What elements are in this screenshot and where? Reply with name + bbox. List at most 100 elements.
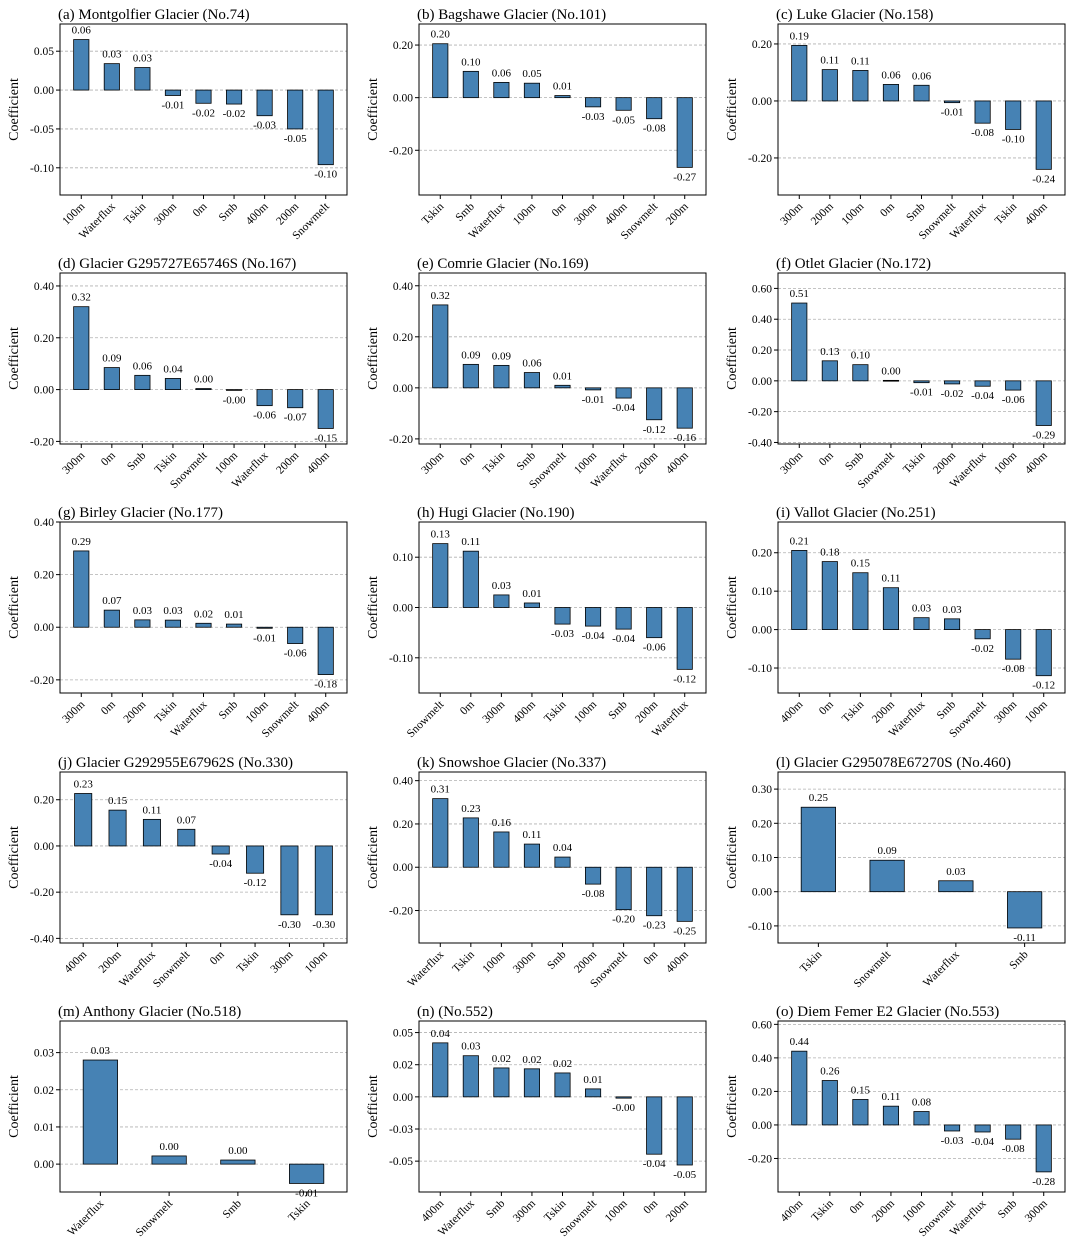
x-tick-label: Snowmelt bbox=[134, 1197, 176, 1239]
y-tick-label: 0.20 bbox=[393, 332, 413, 344]
y-tick-label: 0.05 bbox=[393, 1028, 413, 1040]
data-label: 0.16 bbox=[492, 817, 512, 829]
y-axis-label: Coefficient bbox=[366, 826, 381, 889]
bar bbox=[554, 607, 571, 625]
bar bbox=[195, 622, 212, 628]
y-axis-label: Coefficient bbox=[366, 576, 381, 639]
data-label: -0.01 bbox=[941, 107, 964, 119]
y-axis-label: Coefficient bbox=[725, 78, 740, 141]
bar bbox=[554, 856, 571, 868]
axes-frame bbox=[59, 1020, 348, 1193]
data-label: 0.03 bbox=[133, 53, 153, 65]
x-tick-label: Tskin bbox=[122, 200, 149, 227]
x-tick-label: 200m bbox=[870, 699, 897, 726]
bar bbox=[432, 543, 449, 608]
axes-frame bbox=[418, 771, 707, 944]
bar bbox=[1005, 100, 1022, 130]
bar bbox=[256, 389, 273, 407]
bar bbox=[151, 1155, 187, 1165]
y-tick-label: -0.20 bbox=[389, 434, 413, 446]
y-tick-label: 0.00 bbox=[752, 625, 772, 637]
data-label: 0.13 bbox=[431, 529, 451, 541]
data-label: -0.08 bbox=[1002, 1143, 1025, 1155]
x-tick-label: 100m bbox=[603, 1198, 630, 1225]
bar bbox=[287, 626, 304, 644]
y-tick-label: -0.10 bbox=[389, 653, 413, 665]
x-tick-label: 200m bbox=[633, 450, 660, 477]
data-label: 0.32 bbox=[72, 292, 91, 304]
data-label: 0.02 bbox=[492, 1053, 511, 1065]
bar bbox=[676, 866, 693, 922]
axes-frame bbox=[59, 272, 348, 445]
data-label: 0.05 bbox=[522, 68, 542, 80]
x-tick-label: 100m bbox=[572, 699, 599, 726]
data-label: 0.09 bbox=[878, 845, 898, 857]
x-tick-label: Waterflux bbox=[406, 948, 447, 989]
bar bbox=[103, 63, 120, 91]
data-label: 0.11 bbox=[882, 1091, 901, 1103]
data-label: -0.04 bbox=[971, 390, 994, 402]
y-tick-label: 0.10 bbox=[393, 552, 413, 564]
data-label: -0.02 bbox=[941, 388, 964, 400]
bar bbox=[493, 831, 510, 868]
data-label: 0.04 bbox=[431, 1028, 451, 1040]
x-tick-label: 100m bbox=[572, 450, 599, 477]
bar bbox=[317, 89, 334, 166]
bar bbox=[432, 1042, 449, 1098]
data-label: -0.02 bbox=[223, 108, 246, 120]
y-tick-label: -0.40 bbox=[748, 437, 772, 449]
bar bbox=[523, 372, 540, 389]
subplot-title: (i) Vallot Glacier (No.251) bbox=[776, 505, 936, 521]
x-tick-label: Tskin bbox=[153, 449, 180, 476]
bar bbox=[462, 817, 479, 868]
bar bbox=[821, 1080, 838, 1126]
data-label: 0.03 bbox=[492, 580, 512, 592]
y-tick-label: 0.10 bbox=[752, 586, 772, 598]
x-tick-label: 300m bbox=[152, 201, 179, 228]
subplot-13: (n) (No.552) 0.05 0.02 0.00 -0.03 -0.05 Coeffi… bbox=[366, 1004, 707, 1239]
bar bbox=[944, 618, 961, 630]
data-label: 0.11 bbox=[851, 55, 870, 67]
data-label: 0.01 bbox=[553, 370, 572, 382]
bar bbox=[462, 1055, 479, 1098]
x-tick-label: 300m bbox=[1023, 1198, 1050, 1225]
x-tick-label: 400m bbox=[778, 1198, 805, 1225]
data-label: 0.15 bbox=[851, 1084, 871, 1096]
data-label: -0.05 bbox=[284, 133, 307, 145]
y-tick-label: 0.00 bbox=[752, 1120, 772, 1132]
bar bbox=[103, 609, 120, 628]
data-label: 0.51 bbox=[790, 288, 809, 300]
data-label: -0.12 bbox=[244, 877, 267, 889]
data-label: 0.32 bbox=[431, 290, 450, 302]
x-tick-label: 400m bbox=[1023, 450, 1050, 477]
x-tick-label: Tskin bbox=[840, 698, 867, 725]
bar bbox=[1035, 1124, 1052, 1173]
bar bbox=[554, 1072, 571, 1098]
data-label: 0.20 bbox=[431, 29, 451, 41]
data-label: 0.03 bbox=[133, 605, 153, 617]
data-label: 0.18 bbox=[820, 547, 840, 559]
bar bbox=[108, 809, 127, 847]
data-label: 0.01 bbox=[522, 588, 541, 600]
subplot-title: (e) Comrie Glacier (No.169) bbox=[417, 256, 589, 272]
y-tick-label: 0.00 bbox=[34, 1159, 54, 1171]
bar bbox=[73, 39, 90, 91]
bar bbox=[646, 607, 663, 639]
x-tick-label: Tskin bbox=[235, 948, 262, 975]
bar bbox=[493, 594, 510, 608]
bar bbox=[289, 1163, 325, 1184]
x-tick-label: Tskin bbox=[993, 200, 1020, 227]
x-tick-label: 0m bbox=[458, 450, 477, 469]
y-tick-label: 0.20 bbox=[752, 1086, 772, 1098]
y-tick-label: -0.10 bbox=[748, 921, 772, 933]
bar bbox=[974, 1124, 991, 1133]
x-tick-label: Waterflux bbox=[66, 1197, 107, 1238]
data-label: -0.04 bbox=[612, 633, 635, 645]
data-label: 0.03 bbox=[102, 49, 122, 61]
x-tick-label: Tskin bbox=[286, 1197, 313, 1224]
data-label: 0.29 bbox=[72, 536, 92, 548]
x-tick-label: 200m bbox=[664, 1198, 691, 1225]
x-tick-label: 200m bbox=[664, 201, 691, 228]
axes-frame bbox=[777, 521, 1066, 694]
data-label: -0.08 bbox=[643, 123, 666, 135]
